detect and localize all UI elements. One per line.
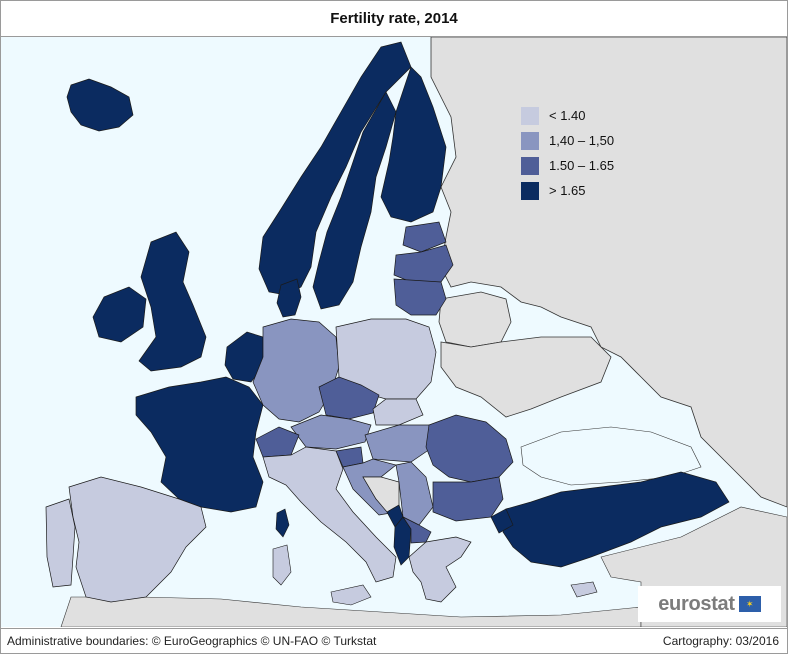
estonia xyxy=(402,221,447,253)
legend-item: 1.50 – 1.65 xyxy=(521,153,661,178)
legend-label: < 1.40 xyxy=(549,108,586,123)
europe-map xyxy=(1,37,787,627)
finland xyxy=(380,66,447,223)
footer-cartography: Cartography: 03/2016 xyxy=(662,634,779,648)
legend-label: 1,40 – 1,50 xyxy=(549,133,615,148)
legend-swatch xyxy=(521,181,539,200)
legend-item: < 1.40 xyxy=(521,103,661,128)
bulgaria xyxy=(432,476,504,522)
map-title: Fertility rate, 2014 xyxy=(1,1,787,37)
legend: < 1.40 1,40 – 1,50 1.50 – 1.65 > 1.65 xyxy=(521,103,661,203)
lithuania xyxy=(393,278,447,316)
eurostat-logo: eurostat ✶ xyxy=(638,586,781,622)
legend-item: 1,40 – 1,50 xyxy=(521,128,661,153)
sicily xyxy=(330,584,372,606)
sweden xyxy=(312,91,397,310)
eu-flag-icon: ✶ xyxy=(738,596,761,612)
turkey xyxy=(502,471,730,568)
france xyxy=(135,376,264,513)
united-kingdom xyxy=(138,231,207,372)
map-area: < 1.40 1,40 – 1,50 1.50 – 1.65 > 1.65 eu… xyxy=(1,37,787,627)
land-ukraine xyxy=(440,336,612,418)
greece xyxy=(408,536,472,603)
italy xyxy=(262,446,397,583)
legend-swatch xyxy=(521,156,539,175)
serbia xyxy=(395,461,434,526)
denmark xyxy=(276,278,302,318)
legend-item: > 1.65 xyxy=(521,178,661,203)
portugal xyxy=(45,498,76,588)
slovakia xyxy=(372,398,424,426)
land-belarus xyxy=(438,291,512,348)
legend-swatch xyxy=(521,131,539,150)
land-east-russia xyxy=(430,37,787,508)
germany xyxy=(252,318,340,423)
black-sea xyxy=(520,426,702,486)
corsica xyxy=(275,508,290,538)
czechia xyxy=(318,376,380,420)
sardinia xyxy=(272,544,292,586)
legend-label: > 1.65 xyxy=(549,183,586,198)
legend-label: 1.50 – 1.65 xyxy=(549,158,615,173)
switzerland xyxy=(255,426,300,458)
cyprus xyxy=(570,581,598,598)
iceland xyxy=(66,78,134,132)
logo-text: eurostat xyxy=(658,592,735,615)
ireland xyxy=(92,286,147,343)
footer: Administrative boundaries: © EuroGeograp… xyxy=(1,628,787,654)
spain xyxy=(68,476,207,603)
turkey-thrace xyxy=(490,508,514,534)
footer-credits: Administrative boundaries: © EuroGeograp… xyxy=(7,634,377,648)
latvia xyxy=(393,244,454,283)
legend-swatch xyxy=(521,106,539,125)
